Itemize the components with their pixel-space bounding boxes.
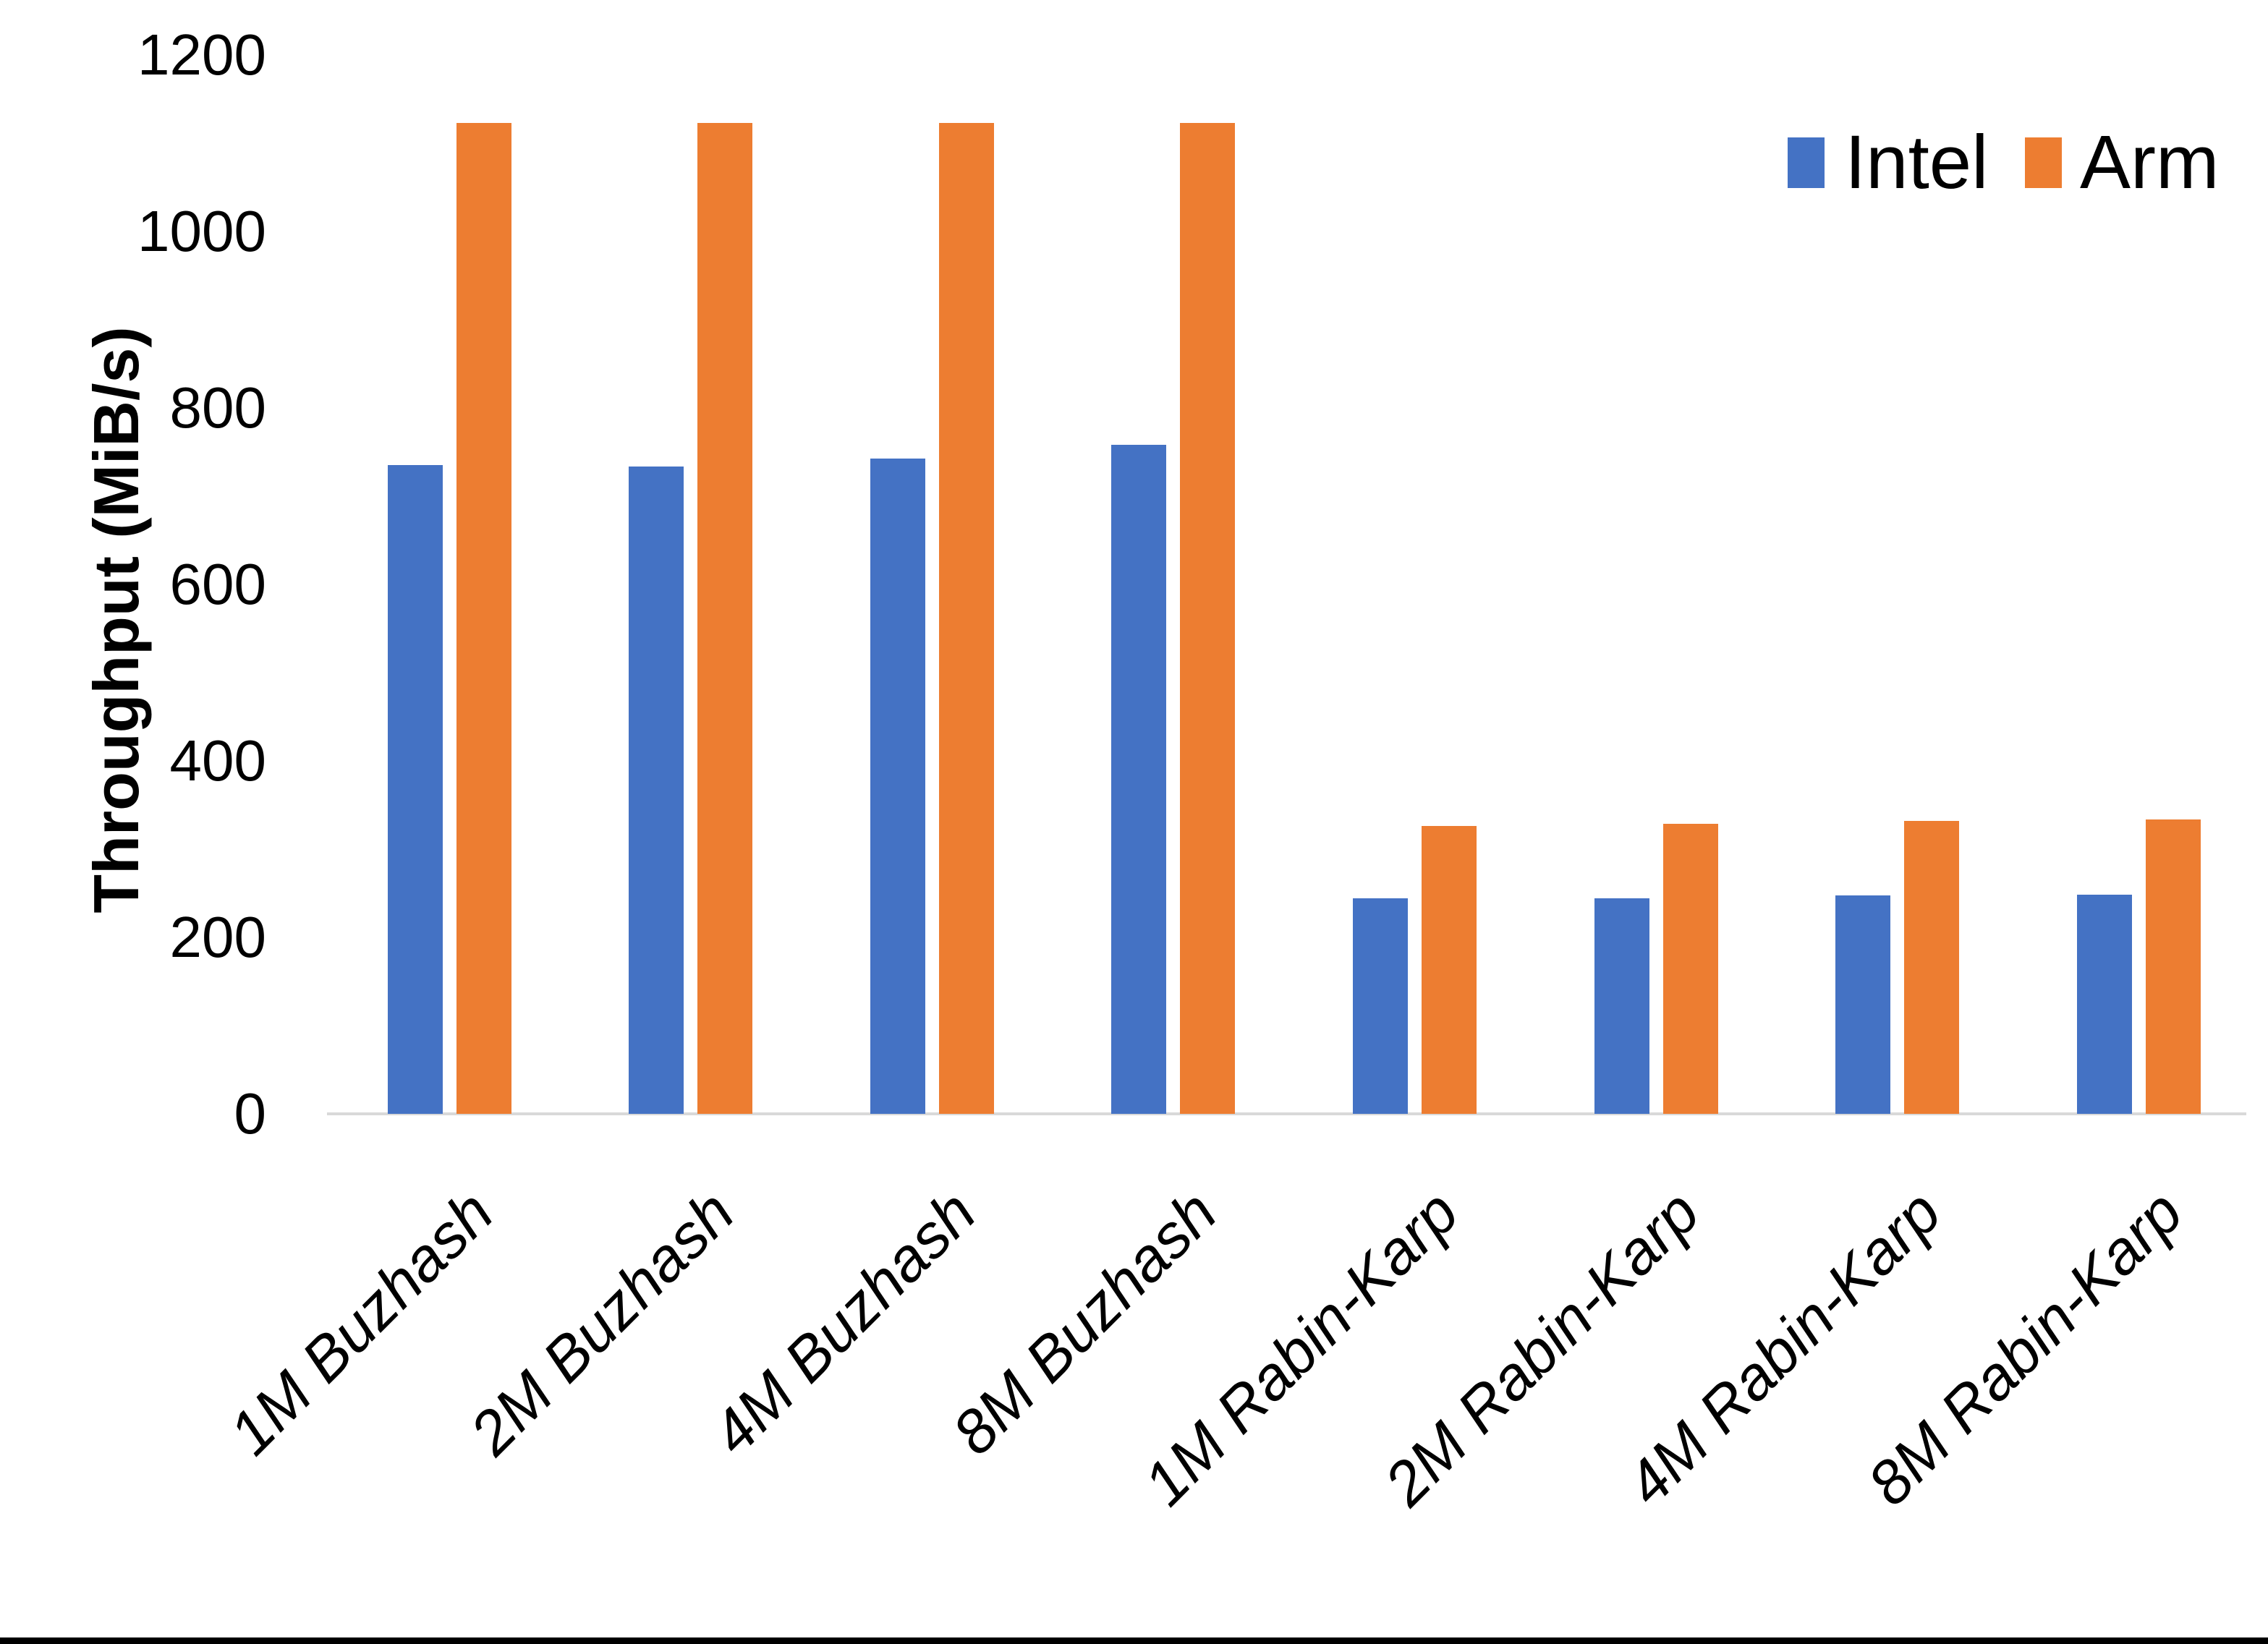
bar-arm-4m-buzhash (938, 122, 994, 1114)
bar-arm-1m-buzhash (456, 122, 511, 1114)
legend-swatch-arm (2025, 137, 2062, 188)
bar-arm-2m-buzhash (697, 122, 753, 1114)
y-tick-label-200: 200 (169, 905, 266, 969)
bar-intel-8m-rabin-karp (2076, 894, 2132, 1114)
bar-intel-8m-buzhash (1111, 445, 1167, 1114)
legend-label-arm: Arm (2080, 120, 2220, 205)
bar-arm-4m-rabin-karp (1904, 821, 1960, 1114)
bar-intel-4m-buzhash (870, 458, 925, 1114)
bar-intel-2m-rabin-karp (1594, 898, 1649, 1114)
bar-intel-4m-rabin-karp (1835, 895, 1891, 1114)
bar-arm-2m-rabin-karp (1662, 823, 1718, 1114)
legend-label-intel: Intel (1845, 120, 1989, 205)
y-tick-label-400: 400 (169, 728, 266, 793)
bar-intel-1m-buzhash (387, 465, 443, 1114)
bar-arm-8m-rabin-karp (2145, 819, 2201, 1114)
bottom-border (0, 1637, 2268, 1644)
bar-arm-1m-rabin-karp (1421, 826, 1477, 1114)
x-axis-line (327, 1112, 2246, 1115)
y-tick-label-600: 600 (169, 552, 266, 616)
y-tick-label-800: 800 (169, 375, 266, 440)
legend-swatch-intel (1788, 137, 1825, 188)
y-tick-label-1200: 1200 (137, 22, 266, 87)
y-tick-label-1000: 1000 (137, 199, 266, 263)
bar-intel-2m-buzhash (629, 466, 684, 1114)
y-tick-label-0: 0 (234, 1081, 267, 1146)
bar-arm-8m-buzhash (1180, 122, 1236, 1114)
bar-intel-1m-rabin-karp (1352, 898, 1408, 1114)
